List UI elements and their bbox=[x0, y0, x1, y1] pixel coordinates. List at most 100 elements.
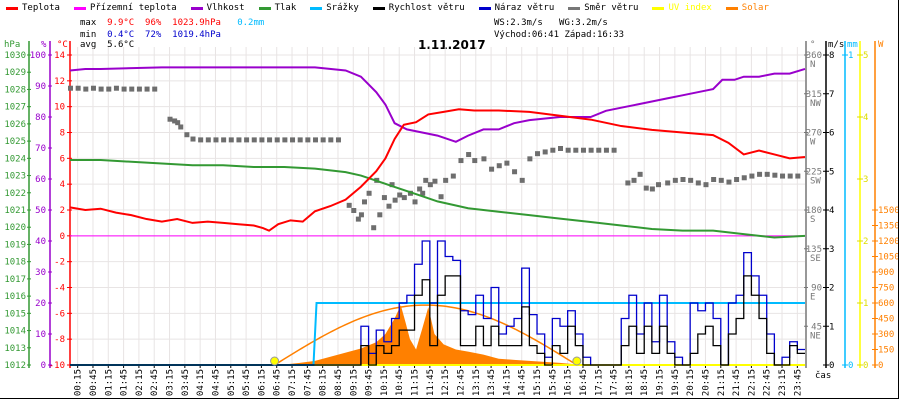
wind-direction-point bbox=[221, 137, 227, 143]
wind-tick-label: 7 bbox=[829, 90, 834, 100]
temperature-tick-label: 10 bbox=[54, 103, 65, 113]
temperature-tick-label: 4 bbox=[60, 180, 65, 190]
time-tick-label: 12:15 bbox=[441, 369, 451, 396]
pressure-tick-label: 1016 bbox=[4, 292, 26, 302]
solar-tick-label: 1500 bbox=[878, 206, 898, 216]
solar-tick-label: 600 bbox=[878, 299, 894, 309]
legend-item: Náraz větru bbox=[478, 3, 554, 13]
wind-direction-point bbox=[328, 137, 334, 143]
pressure-tick-label: 1014 bbox=[4, 327, 26, 337]
wind-direction-point bbox=[611, 147, 617, 153]
uv-tick-label: 2 bbox=[863, 237, 868, 247]
wind-direction-point bbox=[417, 186, 423, 192]
solar-tick-label: 1350 bbox=[878, 222, 898, 232]
rain-total: 0.2mm bbox=[237, 18, 265, 28]
wind-direction-point bbox=[423, 177, 429, 183]
wind-direction-point bbox=[267, 137, 273, 143]
pressure-tick-label: 1027 bbox=[4, 103, 26, 113]
time-tick-label: 12:45 bbox=[456, 369, 466, 396]
stats-min: min 0.4°C 72% 1019.4hPa bbox=[80, 30, 221, 40]
legend-item: Teplota bbox=[6, 3, 60, 13]
wind-direction-point bbox=[106, 86, 112, 92]
pressure-line bbox=[70, 159, 806, 239]
time-tick-label: 10:15 bbox=[380, 369, 390, 396]
wind-direction-point bbox=[458, 158, 464, 164]
avg-label: avg bbox=[80, 40, 97, 50]
time-tick-label: 04:45 bbox=[211, 369, 221, 396]
wind-tick-label: 5 bbox=[829, 167, 834, 177]
max-wind-gust: WG:3.2m/s bbox=[559, 18, 608, 28]
wind-direction-point bbox=[637, 171, 643, 177]
legend-swatch bbox=[190, 6, 203, 10]
time-tick-label: 20:45 bbox=[701, 369, 711, 396]
compass-label: E bbox=[810, 293, 815, 303]
direction-tick-label: 90 bbox=[811, 284, 822, 294]
time-tick-label: 21:45 bbox=[732, 369, 742, 396]
uv-tick-label: 0 bbox=[863, 361, 868, 371]
time-tick-label: 09:15 bbox=[349, 369, 359, 396]
wind-direction-point bbox=[688, 177, 694, 183]
pressure-tick-label: 1029 bbox=[4, 68, 26, 78]
legend-swatch bbox=[372, 6, 385, 10]
direction-tick-label: 315 bbox=[806, 90, 822, 100]
wind-direction-point bbox=[734, 177, 740, 182]
wind-tick-label: 2 bbox=[829, 284, 834, 294]
wind-direction-point bbox=[355, 216, 361, 222]
time-tick-label: 09:45 bbox=[365, 369, 375, 396]
rain-axis-unit: mm bbox=[847, 40, 858, 50]
wind-direction-point bbox=[121, 86, 127, 92]
compass-label: SW bbox=[810, 176, 821, 186]
legend-swatch bbox=[652, 6, 665, 10]
wind-direction-point bbox=[152, 86, 158, 92]
temperature-tick-label: 0 bbox=[60, 232, 65, 242]
time-tick-label: 02:45 bbox=[150, 369, 160, 396]
chart-title: 1.11.2017 bbox=[418, 38, 486, 52]
time-tick-label: 23:45 bbox=[793, 369, 803, 396]
wind-direction-point bbox=[481, 156, 487, 162]
legend-swatch bbox=[478, 6, 491, 10]
solar-tick-label: 1050 bbox=[878, 253, 898, 263]
wind-direction-point bbox=[711, 177, 717, 182]
wind-direction-point bbox=[535, 151, 541, 157]
avg-temp: 5.6°C bbox=[107, 40, 135, 50]
direction-tick-label: 270 bbox=[806, 129, 822, 139]
wind-direction-point bbox=[178, 124, 184, 130]
humidity-tick-label: 60 bbox=[35, 175, 46, 185]
time-tick-label: 17:45 bbox=[610, 369, 620, 396]
direction-tick-label: 360 bbox=[806, 51, 822, 61]
wind-direction-point bbox=[580, 147, 586, 153]
uv-tick-label: 4 bbox=[863, 113, 868, 123]
wind-direction-point bbox=[412, 199, 418, 205]
solar-tick-label: 0 bbox=[878, 361, 883, 371]
wind-direction-point bbox=[282, 137, 288, 143]
wind-direction-point bbox=[780, 173, 786, 179]
time-tick-label: 18:45 bbox=[640, 369, 650, 396]
wind-direction-point bbox=[313, 137, 318, 143]
wind-direction-point bbox=[703, 182, 709, 188]
uv-tick-label: 5 bbox=[863, 51, 868, 61]
legend-swatch bbox=[310, 6, 323, 10]
wind-direction-point bbox=[625, 180, 631, 186]
legend-label: Solar bbox=[741, 3, 769, 13]
time-tick-label: 20:15 bbox=[686, 369, 696, 396]
rain-tick-label: 0 bbox=[848, 361, 853, 371]
wind-direction-point bbox=[420, 190, 426, 196]
wind-direction-point bbox=[795, 173, 801, 179]
wind-direction-point bbox=[649, 186, 655, 192]
humidity-tick-label: 50 bbox=[35, 206, 46, 216]
wind-direction-point bbox=[297, 137, 303, 143]
legend-label: Srážky bbox=[326, 3, 359, 13]
wind-direction-point bbox=[228, 137, 234, 143]
wind-direction-point bbox=[392, 197, 398, 203]
pressure-tick-label: 1021 bbox=[4, 206, 26, 216]
time-tick-label: 17:15 bbox=[594, 369, 604, 396]
wind-direction-point bbox=[450, 173, 456, 179]
time-tick-label: 13:15 bbox=[472, 369, 482, 396]
wind-direction-point bbox=[320, 137, 326, 143]
min-humidity: 72% bbox=[145, 30, 162, 40]
temperature-tick-label: -8 bbox=[54, 335, 65, 345]
solar-tick-label: 750 bbox=[878, 284, 894, 294]
time-tick-label: 21:15 bbox=[717, 369, 727, 396]
pressure-tick-label: 1015 bbox=[4, 309, 26, 319]
time-tick-label: 13:45 bbox=[487, 369, 497, 396]
